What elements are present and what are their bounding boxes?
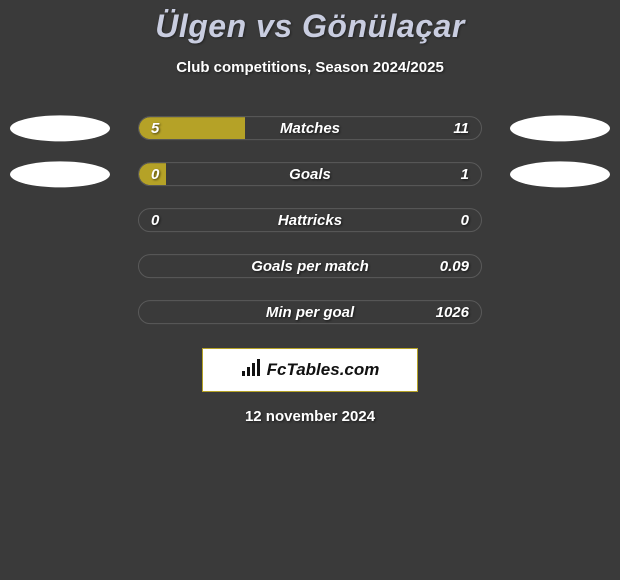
brand-box: FcTables.com — [202, 348, 418, 392]
stat-row: 0 Hattricks 0 — [0, 200, 620, 246]
stat-bar-track: Min per goal 1026 — [138, 300, 482, 324]
player-left-marker — [10, 161, 110, 187]
date-line: 12 november 2024 — [0, 408, 620, 425]
stat-bar-track: 0 Goals 1 — [138, 162, 482, 186]
stat-value-right: 1 — [449, 163, 481, 185]
stat-value-right: 11 — [441, 117, 481, 139]
stat-row: Goals per match 0.09 — [0, 246, 620, 292]
stat-row: 0 Goals 1 — [0, 154, 620, 200]
player-right-marker — [510, 161, 610, 187]
stat-row: 5 Matches 11 — [0, 108, 620, 154]
stat-label: Goals — [139, 163, 481, 185]
stat-label: Matches — [139, 117, 481, 139]
stat-bar-track: 0 Hattricks 0 — [138, 208, 482, 232]
stat-bar-track: Goals per match 0.09 — [138, 254, 482, 278]
stats-container: 5 Matches 11 0 Goals 1 0 Hattricks 0 — [0, 108, 620, 338]
stat-row: Min per goal 1026 — [0, 292, 620, 338]
brand-chart-icon — [241, 359, 263, 382]
player-left-marker — [10, 115, 110, 141]
stat-bar-track: 5 Matches 11 — [138, 116, 482, 140]
player-right-marker — [510, 115, 610, 141]
stat-label: Hattricks — [139, 209, 481, 231]
stat-value-right: 1026 — [424, 301, 481, 323]
page-subtitle: Club competitions, Season 2024/2025 — [0, 59, 620, 76]
brand-text: FcTables.com — [267, 360, 380, 380]
brand-inner: FcTables.com — [241, 359, 380, 382]
stat-value-right: 0 — [449, 209, 481, 231]
stat-value-right: 0.09 — [428, 255, 481, 277]
page-title: Ülgen vs Gönülaçar — [0, 0, 620, 45]
